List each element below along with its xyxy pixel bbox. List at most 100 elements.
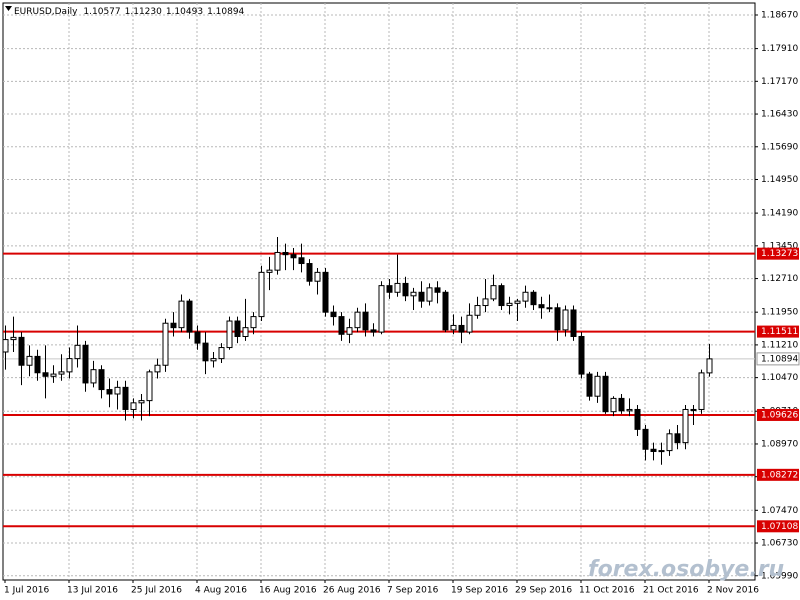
- candle-body: [506, 302, 513, 307]
- candle-body: [162, 322, 169, 366]
- candle-body: [234, 320, 241, 337]
- candle-body: [658, 450, 665, 453]
- candle-body: [538, 304, 545, 309]
- candle-body: [202, 342, 209, 362]
- level-label: 1.07108: [761, 522, 798, 532]
- candle-body: [402, 282, 409, 297]
- y-tick-label: 1.17910: [761, 44, 798, 54]
- x-tick-label: 1 Jul 2016: [4, 586, 49, 596]
- candle-body: [250, 316, 257, 329]
- x-tick-label: 29 Sep 2016: [515, 586, 572, 596]
- level-box: [757, 468, 799, 481]
- header: EURUSD,Daily 1.10577 1.11230 1.10493 1.10894: [14, 7, 245, 17]
- candle-body: [682, 408, 689, 444]
- candle-body: [690, 408, 697, 411]
- level-label: 1.08272: [761, 470, 798, 480]
- y-tick-label: 1.17170: [761, 77, 798, 87]
- candle-body: [418, 291, 425, 302]
- watermark: forex.osobye.ru: [588, 557, 784, 582]
- x-tick-label: 21 Oct 2016: [643, 586, 699, 596]
- symbol: EURUSD,Daily: [14, 7, 78, 17]
- candle-body: [58, 371, 65, 375]
- candle-body: [466, 314, 473, 333]
- candle-body: [626, 408, 633, 412]
- candle-body: [354, 311, 361, 329]
- level-label: 1.09626: [761, 410, 798, 420]
- level-label: 1.11511: [761, 327, 798, 337]
- y-tick-label: 1.07470: [761, 506, 798, 516]
- y-tick-label: 1.10470: [761, 373, 798, 383]
- level-box: [757, 247, 799, 260]
- x-tick-label: 16 Aug 2016: [259, 586, 317, 596]
- candle-body: [642, 428, 649, 450]
- candle-body: [146, 371, 153, 402]
- grid: [3, 3, 755, 580]
- candle-body: [242, 327, 249, 337]
- candle-body: [546, 307, 553, 310]
- candle-body: [706, 358, 713, 374]
- candle-body: [698, 372, 705, 410]
- y-tick-label: 1.16430: [761, 110, 798, 120]
- candle-body: [618, 397, 625, 412]
- candle-body: [322, 271, 329, 313]
- candle-body: [2, 339, 9, 353]
- candle-body: [314, 271, 321, 282]
- candle-body: [610, 397, 617, 413]
- candle-body: [370, 329, 377, 333]
- candle-body: [674, 433, 681, 444]
- ohlc: 1.11230: [125, 7, 162, 17]
- level-box: [757, 408, 799, 421]
- candle-body: [106, 389, 113, 395]
- ohlc: 1.10493: [166, 7, 203, 17]
- candle-body: [282, 251, 289, 256]
- candle-body: [498, 285, 505, 307]
- candle-body: [666, 433, 673, 452]
- candle-body: [186, 300, 193, 333]
- price-axis: 1.18670 1.17910 1.17170 1.16430 1.15690 1.149…: [4, 10, 800, 596]
- candle-body: [594, 375, 601, 397]
- candle-body: [258, 271, 265, 318]
- candle-body: [130, 402, 137, 410]
- candle-body: [138, 400, 145, 404]
- candle-body: [178, 300, 185, 329]
- candle-body: [298, 257, 305, 265]
- candle-body: [290, 254, 297, 259]
- candle-body: [170, 322, 177, 329]
- last-price-box: [756, 352, 800, 366]
- candle-body: [42, 372, 49, 377]
- candle-body: [450, 324, 457, 331]
- candle-body: [274, 251, 281, 271]
- y-tick-label: 1.14950: [761, 175, 798, 185]
- candle-body: [378, 285, 385, 333]
- ohlc: 1.10894: [207, 7, 244, 17]
- candle-body: [458, 324, 465, 333]
- candle-body: [98, 369, 105, 391]
- candle-body: [578, 335, 585, 375]
- candles: [2, 236, 713, 465]
- candle-body: [122, 386, 129, 410]
- level-label: 1.13273: [761, 249, 798, 259]
- x-tick-label: 25 Jul 2016: [131, 586, 182, 596]
- x-tick-label: 7 Sep 2016: [387, 586, 439, 596]
- candle-body: [514, 300, 521, 304]
- candle-body: [34, 355, 41, 374]
- menu-arrow[interactable]: [5, 6, 12, 11]
- candle-body: [362, 311, 369, 331]
- candle-body: [490, 285, 497, 300]
- candle-body: [154, 364, 161, 373]
- candle-body: [338, 316, 345, 335]
- y-tick-label: 1.12710: [761, 274, 798, 284]
- candle-body: [602, 375, 609, 413]
- candle-body: [394, 282, 401, 293]
- candle-body: [26, 355, 33, 366]
- candle-body: [530, 291, 537, 306]
- candle-body: [562, 309, 569, 331]
- last-price-label: 1.10894: [761, 354, 798, 364]
- candle-body: [50, 373, 57, 377]
- candle-body: [442, 291, 449, 331]
- x-tick-label: 4 Aug 2016: [195, 586, 247, 596]
- y-tick-label: 1.18670: [761, 10, 798, 20]
- candle-body: [410, 291, 417, 297]
- ohlc: 1.10577: [83, 7, 120, 17]
- level-box: [757, 520, 799, 533]
